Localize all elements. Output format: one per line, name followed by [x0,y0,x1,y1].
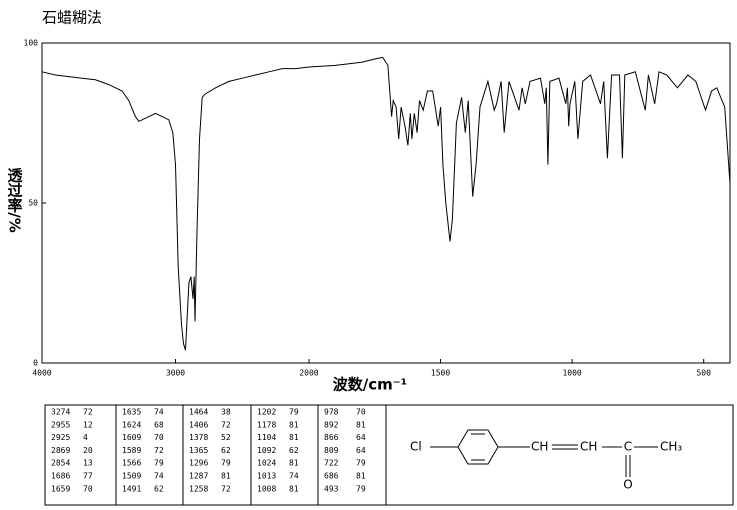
table-cell: 2925 [51,433,70,442]
atom-label: CH [580,440,597,454]
table-cell: 978 [324,408,339,417]
table-cell: 74 [289,472,299,481]
table-cell: 1178 [257,420,276,429]
table-cell: 13 [83,459,93,468]
table-cell: 1092 [257,446,276,455]
table-cell: 2955 [51,420,70,429]
x-axis-label: 波数/cm⁻¹ [333,376,408,394]
table-cell: 81 [356,472,366,481]
table-cell: 81 [289,459,299,468]
atom-label: CH₃ [660,440,682,454]
table-cell: 77 [83,472,93,481]
table-cell: 809 [324,446,339,455]
atom-label: CH [531,440,548,454]
table-cell: 1624 [122,420,141,429]
table-cell: 866 [324,433,339,442]
table-cell: 79 [289,408,299,417]
table-cell: 52 [221,433,231,442]
table-cell: 72 [83,408,93,417]
table-cell: 20 [83,446,93,455]
structure [430,429,658,477]
table-cell: 2854 [51,459,70,468]
table-cell: 62 [154,484,164,493]
table-cell: 72 [221,484,231,493]
table-cell: 1296 [189,459,208,468]
table-cell: 1406 [189,420,208,429]
table-cell: 722 [324,459,339,468]
table-cell: 1365 [189,446,208,455]
table-cell: 1024 [257,459,276,468]
table-cell: 70 [83,484,93,493]
table-cell: 1202 [257,408,276,417]
table-cell: 62 [289,446,299,455]
table-cell: 79 [154,459,164,468]
table-cell: 62 [221,446,231,455]
table-cell: 1287 [189,472,208,481]
y-tick-label: 100 [24,39,39,48]
table-cell: 81 [289,433,299,442]
table-cell: 74 [154,472,164,481]
table-cell: 1659 [51,484,70,493]
table-cell: 1609 [122,433,141,442]
table-cell: 64 [356,433,366,442]
table-cell: 892 [324,420,339,429]
table-cell: 1013 [257,472,276,481]
table-cell: 81 [289,420,299,429]
x-tick-label: 1500 [431,369,450,378]
table-cell: 79 [356,484,366,493]
table-cell: 81 [356,420,366,429]
table-cell: 1686 [51,472,70,481]
table-cell: 74 [154,408,164,417]
y-tick-label: 50 [28,199,38,208]
table-cell: 64 [356,446,366,455]
table-cell: 2869 [51,446,70,455]
table-cell: 1008 [257,484,276,493]
table-cell: 70 [154,433,164,442]
x-tick-label: 2000 [299,369,318,378]
table-frame [44,404,734,506]
atom-label: Cl [410,440,422,454]
table-cell: 1566 [122,459,141,468]
table-cell: 1635 [122,408,141,417]
y-tick-label: 0 [33,359,38,368]
table-cell: 72 [154,446,164,455]
table-cell: 1378 [189,433,208,442]
table-cell: 12 [83,420,93,429]
table-cell: 38 [221,408,231,417]
table-cell: 81 [289,484,299,493]
table-cell: 1509 [122,472,141,481]
atom-label: C [624,440,632,454]
table-cell: 68 [154,420,164,429]
x-tick-label: 3000 [166,369,185,378]
table-cell: 79 [221,459,231,468]
table-cell: 1464 [189,408,208,417]
x-tick-label: 4000 [32,369,51,378]
page-title: 石蜡糊法 [42,9,102,27]
table-cell: 79 [356,459,366,468]
plot-frame [41,42,731,364]
table-cell: 1258 [189,484,208,493]
table-cell: 3274 [51,408,70,417]
table-cell: 72 [221,420,231,429]
table-cell: 81 [221,472,231,481]
atom-label: O [623,478,632,492]
table-cell: 1589 [122,446,141,455]
y-axis-label: 透过率/% [6,167,24,233]
table-cell: 1491 [122,484,141,493]
x-tick-label: 500 [696,369,711,378]
table-cell: 686 [324,472,339,481]
x-tick-label: 1000 [562,369,581,378]
table-cell: 70 [356,408,366,417]
spectrum-line [41,56,731,351]
table-cell: 4 [83,433,88,442]
table-cell: 493 [324,484,339,493]
table-cell: 1104 [257,433,276,442]
